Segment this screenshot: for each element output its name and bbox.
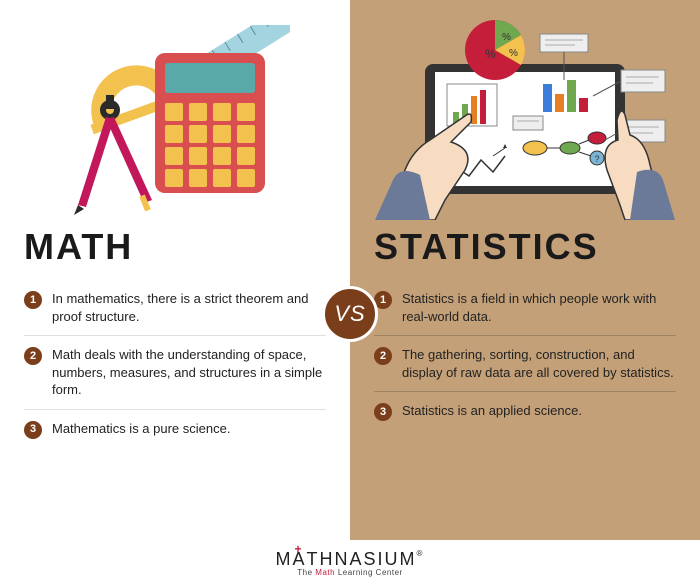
point-text: Statistics is an applied science. <box>402 402 582 420</box>
footer: M+ATHNASIUM® The Math Learning Center <box>0 540 700 586</box>
statistics-column: ? <box>350 0 700 540</box>
list-item: 2 Math deals with the understanding of s… <box>24 336 326 410</box>
point-text: Math deals with the understanding of spa… <box>52 346 326 399</box>
svg-text:%: % <box>502 32 511 43</box>
plus-icon: + <box>295 543 304 555</box>
point-number: 2 <box>374 347 392 365</box>
stats-points: 1 Statistics is a field in which people … <box>374 280 676 431</box>
brand-logo: M+ATHNASIUM® The Math Learning Center <box>276 550 425 577</box>
calculator-icon <box>155 53 265 193</box>
comparison-container: MATH 1 In mathematics, there is a strict… <box>0 0 700 540</box>
svg-text:%: % <box>485 47 496 61</box>
math-heading: MATH <box>24 226 326 268</box>
point-text: The gathering, sorting, construction, an… <box>402 346 676 381</box>
vs-badge: VS <box>322 286 378 342</box>
stats-illustration: ? <box>374 20 676 220</box>
list-item: 3 Mathematics is a pure science. <box>24 410 326 449</box>
math-svg <box>60 25 290 215</box>
math-illustration <box>24 20 326 220</box>
point-number: 2 <box>24 347 42 365</box>
svg-text:?: ? <box>594 154 599 164</box>
pie-chart-icon: % % % <box>465 20 525 80</box>
hand-left-icon <box>375 114 471 220</box>
list-item: 1 In mathematics, there is a strict theo… <box>24 280 326 336</box>
math-column: MATH 1 In mathematics, there is a strict… <box>0 0 350 540</box>
math-points: 1 In mathematics, there is a strict theo… <box>24 280 326 449</box>
point-text: Mathematics is a pure science. <box>52 420 230 438</box>
point-number: 3 <box>374 403 392 421</box>
svg-text:%: % <box>509 48 518 59</box>
logo-tagline: The Math Learning Center <box>276 569 425 577</box>
stats-svg: ? <box>375 20 675 220</box>
point-text: In mathematics, there is a strict theore… <box>52 290 326 325</box>
point-number: 1 <box>24 291 42 309</box>
logo-main-text: M+ATHNASIUM® <box>276 550 425 568</box>
list-item: 2 The gathering, sorting, construction, … <box>374 336 676 392</box>
point-number: 3 <box>24 421 42 439</box>
point-text: Statistics is a field in which people wo… <box>402 290 676 325</box>
list-item: 3 Statistics is an applied science. <box>374 392 676 431</box>
statistics-heading: STATISTICS <box>374 226 676 268</box>
list-item: 1 Statistics is a field in which people … <box>374 280 676 336</box>
note-box <box>540 34 588 52</box>
